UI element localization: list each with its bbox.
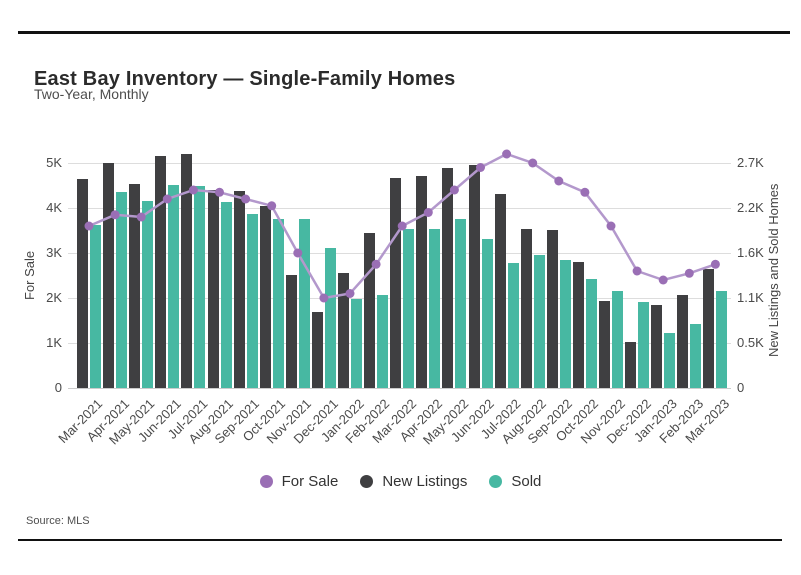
bar-new-listings: [155, 155, 167, 388]
bar-new-listings: [207, 189, 219, 388]
source-note: Source: MLS: [26, 515, 90, 527]
bar-new-listings: [390, 178, 402, 388]
bar-new-listings: [546, 230, 558, 388]
bar-sold: [507, 263, 519, 388]
bar-sold: [324, 248, 336, 388]
left-axis-tick: 2K: [46, 290, 62, 305]
legend-swatch-icon: [259, 475, 273, 488]
bar-new-listings: [311, 312, 323, 388]
legend-swatch-icon: [489, 475, 503, 488]
bar-new-listings: [259, 206, 271, 388]
bar-sold: [220, 202, 232, 388]
bar-new-listings: [468, 165, 480, 388]
left-axis-tick: 4K: [46, 200, 62, 215]
left-axis-tick: 3K: [46, 245, 62, 260]
bar-sold: [272, 218, 284, 388]
right-axis-tick: 0: [737, 380, 745, 395]
bar-new-listings: [103, 162, 115, 388]
bar-sold: [533, 255, 545, 388]
bar-new-listings: [442, 168, 454, 388]
bar-new-listings: [520, 228, 532, 388]
bar-sold: [168, 184, 180, 388]
left-axis-tick: 1K: [46, 335, 62, 350]
bar-sold: [194, 185, 206, 388]
chart-title: East Bay Inventory — Single-Family Homes: [34, 68, 456, 91]
bar-new-listings: [651, 305, 663, 388]
legend-item-sold: Sold: [489, 473, 541, 490]
bar-sold: [481, 239, 493, 388]
bar-sold: [116, 192, 128, 388]
bar-sold: [559, 260, 571, 388]
right-axis-tick: 1.1K: [737, 290, 764, 305]
bar-new-listings: [494, 193, 506, 388]
bar-new-listings: [338, 273, 349, 388]
bar-sold: [351, 298, 362, 388]
bar-sold: [377, 294, 389, 388]
legend: For Sale New Listings Sold: [0, 473, 801, 490]
bar-sold: [455, 218, 467, 388]
right-axis-tick: 2.7K: [737, 155, 764, 170]
legend-label: Sold: [511, 473, 542, 490]
legend-item-new-listings: New Listings: [360, 473, 467, 490]
bar-sold: [585, 279, 597, 388]
bar-new-listings: [599, 301, 610, 388]
right-axis-tick: 0.5K: [737, 335, 764, 350]
gridline: [68, 388, 731, 389]
bar-new-listings: [572, 262, 584, 388]
right-axis-tick: 2.2K: [737, 200, 764, 215]
bar-new-listings: [181, 153, 193, 388]
bar-sold: [664, 332, 676, 388]
left-axis-tick: 5K: [46, 155, 62, 170]
bar-new-listings: [285, 274, 297, 388]
bar-sold: [690, 323, 702, 388]
bar-new-listings: [625, 341, 637, 388]
bottom-rule: [18, 539, 782, 541]
bar-new-listings: [677, 294, 689, 388]
bar-new-listings: [416, 175, 428, 388]
bar-sold: [142, 201, 154, 388]
bar-sold: [403, 229, 415, 388]
legend-label: New Listings: [382, 473, 468, 490]
legend-label: For Sale: [281, 473, 339, 490]
right-axis-tick: 1.6K: [737, 245, 764, 260]
legend-item-for-sale: For Sale: [259, 473, 339, 490]
bar-sold: [638, 302, 650, 388]
bar-new-listings: [233, 191, 245, 388]
chart-subtitle: Two-Year, Monthly: [34, 86, 149, 102]
left-axis-tick: 0: [54, 380, 62, 395]
bar-new-listings: [703, 269, 715, 388]
bar-sold: [612, 291, 623, 388]
bar-new-listings: [364, 232, 376, 388]
bar-new-listings: [77, 179, 88, 388]
gridline: [68, 163, 731, 164]
bar-sold: [716, 291, 728, 388]
top-rule: [18, 31, 790, 34]
bar-sold: [429, 229, 441, 388]
bar-new-listings: [129, 184, 141, 388]
legend-swatch-icon: [360, 475, 374, 488]
bar-sold: [298, 218, 310, 388]
bar-sold: [246, 213, 258, 388]
bar-sold: [90, 225, 101, 388]
